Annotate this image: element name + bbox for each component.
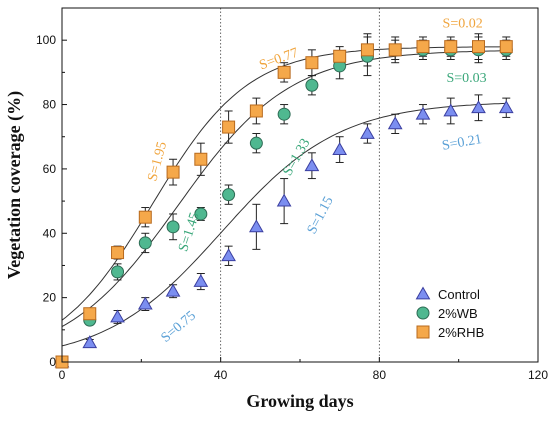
data-point-control (415, 106, 431, 120)
data-point-2wb (222, 188, 236, 202)
data-point-2rhb (194, 152, 208, 166)
data-point-control (249, 219, 264, 233)
slope-annotation: S=0.02 (443, 16, 483, 31)
data-points (54, 40, 514, 369)
data-point-control (165, 283, 181, 297)
data-point-control (360, 126, 375, 139)
data-point-2rhb (472, 40, 485, 54)
data-point-2wb (249, 136, 263, 150)
data-point-control (193, 274, 209, 287)
y-tick-label-0: 0 (49, 355, 56, 369)
legend-item-2wb: 2%WB (416, 306, 478, 321)
data-point-control (137, 296, 153, 310)
y-tick-label-20: 20 (43, 291, 57, 305)
data-point-2wb (277, 107, 291, 121)
data-point-2rhb (333, 49, 347, 63)
legend: Control 2%WB 2%RHB (415, 286, 484, 340)
data-point-2rhb (83, 307, 97, 321)
y-axis-title: Vegetation coverage (%) (4, 91, 25, 279)
data-point-2wb (138, 236, 152, 250)
data-point-2wb (305, 78, 319, 92)
x-tick-label-0: 0 (59, 368, 66, 382)
data-point-control (471, 100, 486, 114)
legend-label-control: Control (438, 287, 480, 302)
data-point-2rhb (305, 56, 319, 70)
data-point-2wb (194, 207, 208, 221)
data-point-2rhb (277, 65, 291, 79)
legend-item-2rhb: 2%RHB (416, 325, 484, 340)
data-point-2wb (111, 265, 125, 279)
data-point-2wb (166, 220, 180, 234)
x-tick-label-80: 80 (373, 368, 387, 382)
slope-annotation: S=0.21 (441, 132, 483, 154)
data-point-2rhb (138, 210, 152, 224)
x-tick-label-40: 40 (214, 368, 228, 382)
slope-annotation: S=0.75 (159, 308, 199, 345)
x-tick-label-120: 120 (528, 368, 548, 382)
slope-annotation: S=1.45 (176, 211, 203, 254)
axis-ticks: 0 40 80 120 0 20 40 60 80 100 (36, 33, 548, 382)
data-point-control (82, 335, 98, 349)
legend-label-2wb: 2%WB (438, 306, 478, 321)
data-point-control (332, 142, 348, 155)
data-point-2rhb (166, 165, 180, 179)
data-point-control (498, 100, 514, 114)
data-point-2rhb (360, 43, 374, 57)
data-point-2rhb (249, 104, 263, 118)
data-point-2rhb (222, 120, 236, 134)
fit-curve-1 (61, 50, 507, 328)
data-point-2rhb (444, 40, 458, 54)
y-tick-label-40: 40 (43, 226, 57, 240)
data-point-2rhb (388, 43, 402, 57)
slope-annotation: S=1.33 (280, 136, 313, 178)
data-point-control (221, 248, 236, 262)
legend-label-2rhb: 2%RHB (438, 325, 484, 340)
slope-annotation: S=0.03 (447, 71, 487, 86)
data-point-control (304, 158, 320, 172)
data-point-control (387, 116, 403, 130)
slope-annotation: S=1.15 (305, 194, 337, 237)
legend-item-control: Control (415, 286, 480, 302)
reference-lines (220, 8, 380, 362)
legend-marker-2rhb (416, 325, 430, 339)
fit-curve-0 (61, 102, 507, 347)
y-tick-label-60: 60 (43, 162, 57, 176)
legend-marker-2wb (416, 306, 430, 320)
data-point-control (443, 103, 459, 117)
data-point-2rhb (416, 40, 430, 54)
slope-annotation: S=1.95 (145, 140, 170, 183)
data-point-control (110, 309, 125, 323)
y-tick-label-80: 80 (43, 98, 57, 112)
y-tick-label-100: 100 (36, 33, 56, 47)
data-point-2rhb (499, 40, 513, 54)
legend-marker-control (415, 286, 431, 300)
x-axis-title: Growing days (246, 391, 353, 411)
data-point-control (276, 193, 292, 207)
data-point-2rhb (111, 246, 125, 260)
